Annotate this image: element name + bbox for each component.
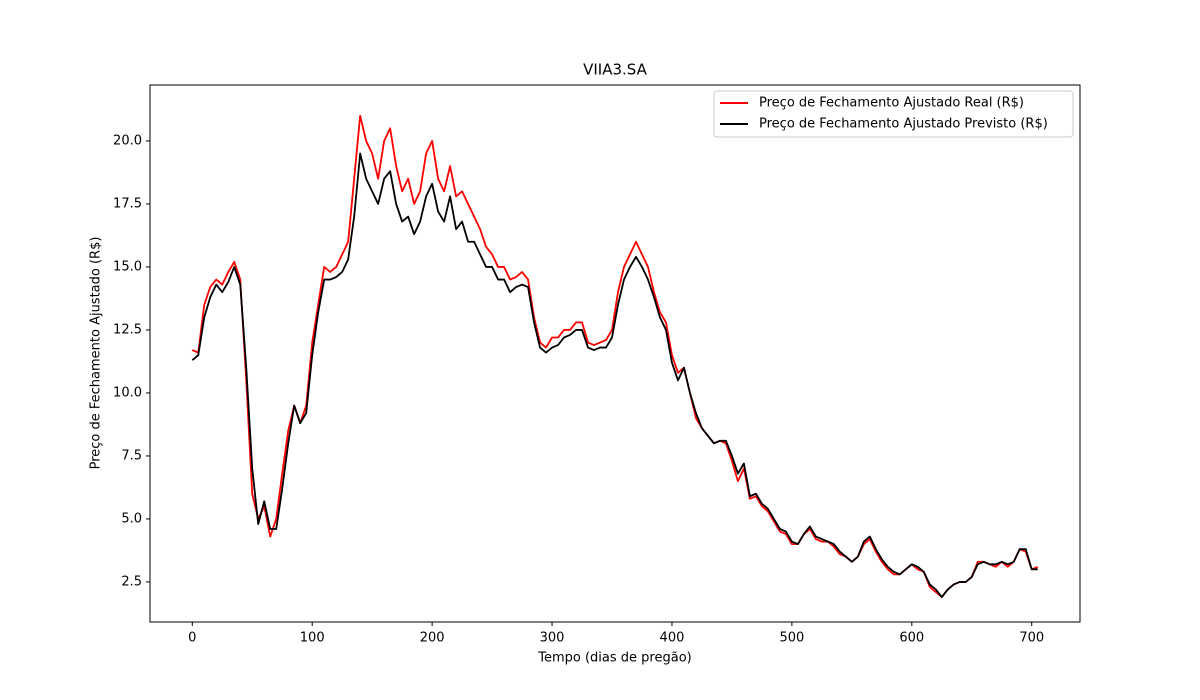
y-tick-label: 15.0 <box>113 259 142 274</box>
y-tick-label: 10.0 <box>113 385 142 400</box>
x-tick-label: 100 <box>300 631 325 646</box>
plot-frame <box>149 84 1081 623</box>
y-tick-label: 20.0 <box>113 133 142 148</box>
y-tick-label: 5.0 <box>121 511 142 526</box>
x-tick-label: 400 <box>660 631 685 646</box>
x-tick-label: 700 <box>1019 631 1044 646</box>
legend-box <box>713 90 1074 138</box>
y-tick-label: 7.5 <box>121 448 142 463</box>
x-axis-label: Tempo (dias de pregão) <box>537 651 691 666</box>
y-axis-label: Preço de Fechamento Ajustado (R$) <box>89 237 104 470</box>
y-tick-label: 12.5 <box>113 322 142 337</box>
y-tick-label: 2.5 <box>121 574 142 589</box>
x-tick-label: 600 <box>899 631 924 646</box>
x-tick-label: 500 <box>779 631 804 646</box>
x-tick-label: 300 <box>540 631 565 646</box>
x-tick-label: 200 <box>420 631 445 646</box>
legend-label: Preço de Fechamento Ajustado Real (R$) <box>759 96 1024 111</box>
legend-label: Preço de Fechamento Ajustado Previsto (R… <box>759 117 1048 132</box>
series-line <box>191 152 1038 598</box>
y-tick-label: 17.5 <box>113 196 142 211</box>
chart-title: VIIA3.SA <box>583 61 647 79</box>
x-tick-label: 0 <box>188 631 196 646</box>
series-line <box>191 114 1039 598</box>
